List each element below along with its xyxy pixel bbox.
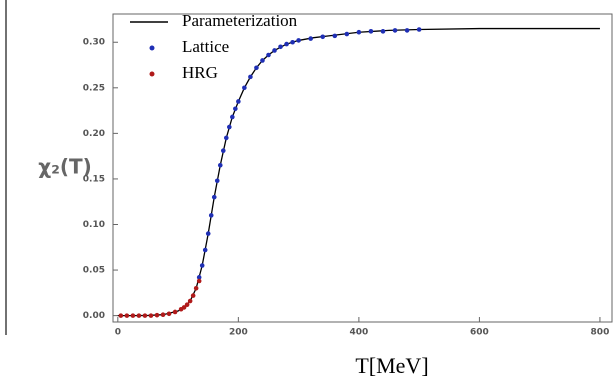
data-point (356, 29, 362, 35)
data-point (290, 39, 295, 45)
data-point (196, 275, 202, 280)
legend-label: Parameterization (182, 11, 298, 30)
data-point (154, 312, 160, 318)
y-tick-label: 0.05 (83, 266, 105, 276)
data-point (278, 44, 283, 50)
data-point (242, 85, 247, 91)
data-point (266, 52, 271, 58)
data-point (148, 313, 154, 318)
data-point (223, 135, 229, 141)
legend-label: HRG (182, 63, 218, 82)
data-point (233, 106, 238, 112)
data-point (160, 312, 166, 318)
data-point (205, 231, 211, 236)
x-tick-label: 200 (229, 328, 248, 338)
data-point (344, 31, 350, 37)
data-point (220, 148, 226, 153)
data-point (124, 313, 130, 318)
data-point (217, 162, 223, 168)
data-point (136, 313, 142, 318)
data-point (193, 285, 199, 291)
data-point (368, 29, 374, 34)
data-point (380, 29, 386, 34)
data-point (118, 313, 124, 318)
data-point (392, 28, 398, 33)
data-point (202, 247, 208, 253)
data-point (166, 311, 172, 317)
legend-dot (149, 71, 155, 77)
data-point (248, 74, 253, 80)
x-tick-label: 600 (470, 328, 489, 338)
data-point (214, 178, 220, 184)
data-point (187, 298, 193, 304)
y-tick-label: 0.15 (83, 174, 105, 184)
data-point (236, 99, 241, 104)
data-point (208, 213, 214, 218)
data-point (211, 194, 217, 200)
data-point (332, 33, 338, 39)
data-point (260, 58, 265, 63)
y-tick-label: 0.20 (83, 129, 105, 139)
x-tick-label: 0 (115, 328, 121, 338)
x-axis-label: T[MeV] (355, 353, 428, 378)
legend-label: Lattice (182, 37, 229, 56)
data-point (308, 36, 313, 41)
data-point (272, 48, 277, 53)
data-point (404, 28, 410, 33)
x-tick-label: 400 (349, 328, 368, 338)
data-point (416, 27, 422, 32)
y-tick-label: 0.00 (83, 311, 105, 321)
data-point (230, 114, 235, 120)
x-tick-label: 800 (591, 328, 610, 338)
legend-dot (149, 45, 155, 51)
plot-frame (112, 13, 613, 323)
data-point (181, 305, 187, 310)
data-point (190, 293, 196, 298)
y-tick-label: 0.10 (83, 220, 105, 230)
data-point (199, 263, 205, 268)
data-point (130, 313, 136, 318)
data-point (184, 302, 190, 307)
y-tick-label: 0.30 (83, 38, 105, 48)
data-point (172, 309, 178, 315)
data-point (296, 38, 301, 43)
data-point (254, 65, 259, 71)
y-axis-label: χ₂(T) (38, 155, 92, 179)
data-point (320, 34, 326, 40)
data-point (142, 313, 148, 318)
data-point (227, 124, 232, 130)
data-point (196, 278, 202, 284)
data-point (284, 41, 289, 47)
y-tick-label: 0.25 (83, 83, 105, 93)
